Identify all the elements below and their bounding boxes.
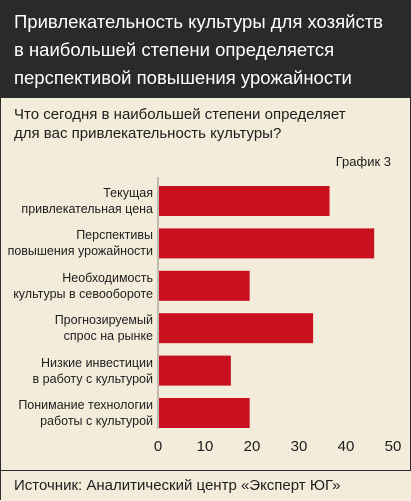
category-label-line: Низкие инвестиции — [40, 355, 153, 370]
category-label: Низкие инвестиции в работу с культурой — [3, 355, 153, 387]
category-label-line: в работу с культурой — [32, 371, 153, 386]
x-tick-label: 10 — [197, 438, 214, 455]
category-label-line: повышения урожайности — [7, 244, 153, 259]
bar — [159, 313, 314, 344]
source-text: Источник: Аналитический центр «Эксперт Ю… — [14, 477, 341, 494]
category-label: Необходимость культуры в севообороте — [3, 270, 153, 302]
x-tick-label: 40 — [338, 438, 355, 455]
category-label: Понимание технологии работы с культурой — [3, 397, 153, 429]
category-label: Текущая привлекательная цена — [3, 185, 153, 217]
bar — [159, 355, 231, 386]
category-label-line: Прогнозируемый — [54, 313, 153, 328]
category-label-line: спрос на рынке — [63, 329, 153, 344]
chart-question: Что сегодня в наибольшей степени определ… — [14, 105, 404, 143]
page-title: Привлекательность культуры для хозяйств … — [14, 8, 404, 92]
x-tick-label: 20 — [244, 438, 261, 455]
category-label-line: Текущая — [103, 186, 153, 200]
category-label-line: культуры в севообороте — [13, 286, 153, 301]
title-line: в наибольшей степени определяется — [14, 39, 335, 60]
source-footer: Источник: Аналитический центр «Эксперт Ю… — [1, 470, 411, 501]
header-banner: Привлекательность культуры для хозяйств … — [1, 1, 411, 98]
category-label: Перспективы повышения урожайности — [3, 227, 153, 259]
bar — [159, 228, 375, 259]
x-tick-label: 30 — [291, 438, 308, 455]
question-line: Что сегодня в наибольшей степени определ… — [14, 106, 346, 123]
question-line: для вас привлекательность культуры? — [14, 125, 282, 142]
chart-number: График 3 — [335, 154, 391, 169]
bar — [159, 398, 250, 428]
title-line: Привлекательность культуры для хозяйств — [14, 11, 384, 32]
category-label: Прогнозируемый спрос на рынке — [3, 312, 153, 344]
category-label-line: привлекательная цена — [21, 202, 153, 216]
category-label-line: Необходимость — [62, 270, 153, 285]
x-tick-label: 50 — [385, 438, 402, 455]
title-line: перспективой повышения урожайности — [14, 67, 352, 88]
bar — [159, 186, 330, 216]
category-label-line: работы с культурой — [40, 414, 153, 428]
x-tick-label: 0 — [154, 438, 162, 455]
category-label-line: Понимание технологии — [18, 398, 153, 412]
category-label-line: Перспективы — [76, 228, 153, 243]
bar — [159, 270, 250, 301]
